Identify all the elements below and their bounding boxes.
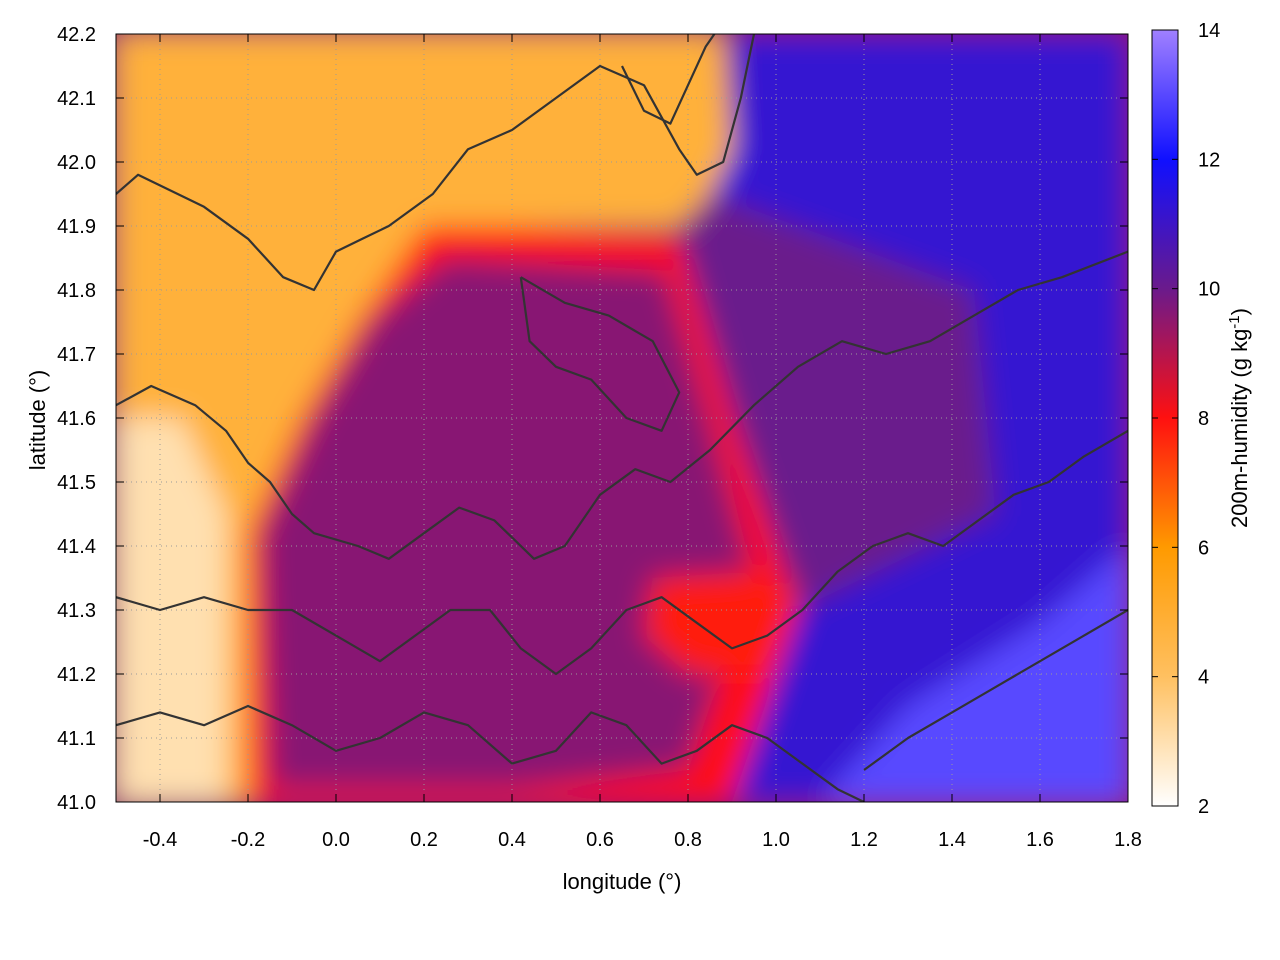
y-tick-label-9: 41.9 [57,216,96,238]
humidity-region-red-patches-east [644,571,798,674]
terrain-contour-2 [116,429,1128,676]
humidity-field [116,34,1128,802]
y-tick-label-0: 41.0 [57,792,96,814]
colorbar: 2 4 6 8 10 12 14 200m-humidity (g kg-1) [1151,20,1253,818]
x-tick-label-0: -0.4 [143,829,177,851]
terrain-contour-5 [863,609,1128,771]
x-tick-label-6: 0.8 [674,829,702,851]
y-tick-label-11: 42.1 [57,88,96,110]
colorbar-label-suffix: ) [1227,308,1252,315]
y-tick-label-8: 41.8 [57,280,96,302]
y-axis-label: latitude (°) [25,370,50,471]
x-tick-label-3: 0.2 [410,829,438,851]
y-tick-label-2: 41.2 [57,664,96,686]
x-tick-label-1: -0.2 [231,829,265,851]
colorbar-label: 200m-humidity (g kg-1) [1226,308,1253,528]
y-tick-label-12: 42.2 [57,24,96,46]
colorbar-label-superscript: -1 [1226,315,1243,328]
y-tick-label-1: 41.1 [57,728,96,750]
x-tick-label-8: 1.2 [850,829,878,851]
x-tick-label-2: 0.0 [322,829,350,851]
terrain-contours [116,34,1128,802]
y-tick-label-6: 41.6 [57,408,96,430]
y-tick-label-3: 41.3 [57,600,96,622]
terrain-contour-1 [116,250,1128,560]
terrain-contour-3 [116,704,865,802]
y-tick-label-7: 41.7 [57,344,96,366]
colorbar-tick-label-3: 8 [1198,408,1209,430]
terrain-contour-6 [621,34,716,125]
y-tick-label-10: 42.0 [57,152,96,174]
colorbar-tick-label-1: 4 [1198,667,1209,689]
y-tick-label-4: 41.4 [57,536,96,558]
grid [116,34,1128,802]
y-axis: 41.0 41.1 41.2 41.3 41.4 41.5 41.6 41.7 41.8 41.9… [57,24,1128,814]
x-tick-label-5: 0.6 [586,829,614,851]
x-tick-label-4: 0.4 [498,829,526,851]
x-tick-label-10: 1.6 [1026,829,1054,851]
terrain-contour-0 [116,34,756,292]
terrain-contour-4 [519,276,681,432]
x-axis-label: longitude (°) [563,869,682,894]
colorbar-ticks: 2 4 6 8 10 12 14 [1152,20,1220,818]
humidity-region-moist-interior [261,258,754,790]
plot-area [116,34,1128,802]
humidity-region-dry-northwest [116,34,732,802]
colorbar-tick-label-4: 10 [1198,279,1220,301]
x-axis: -0.4 -0.2 0.0 0.2 0.4 0.6 0.8 1.0 1.2 1.4 1.6 1.8 [143,34,1142,851]
colorbar-label-main: 200m-humidity (g kg [1227,329,1252,528]
colorbar-tick-label-6: 14 [1198,20,1220,42]
humidity-region-interior-transition [679,194,996,610]
colorbar-tick-label-2: 6 [1198,537,1209,559]
x-tick-label-7: 1.0 [762,829,790,851]
colorbar-tick-label-0: 2 [1198,796,1209,818]
y-tick-label-5: 41.5 [57,472,96,494]
x-tick-label-11: 1.8 [1114,829,1142,851]
colorbar-tick-label-5: 12 [1198,149,1220,171]
x-tick-label-9: 1.4 [938,829,966,851]
